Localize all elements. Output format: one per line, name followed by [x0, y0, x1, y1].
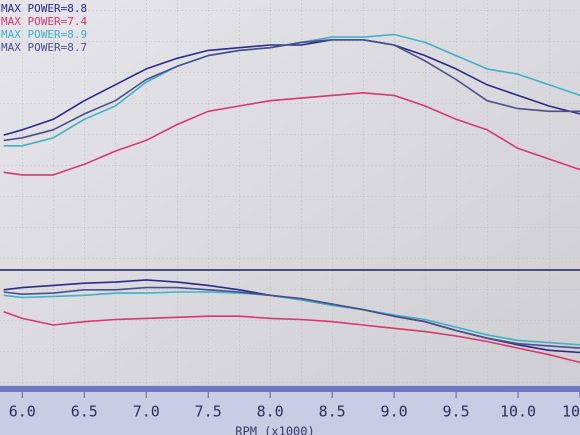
axis-stripe	[0, 386, 580, 392]
x-tick-label: 7.5	[195, 403, 222, 421]
series-line	[3, 39, 580, 142]
x-tick-label: 9.0	[381, 403, 408, 421]
legend-entry: MAX POWER=8.8	[1, 2, 87, 15]
x-axis-label: RPM (x1000)	[235, 425, 314, 435]
legend-entry: MAX POWER=7.4	[1, 15, 87, 28]
x-tick-label: 7.0	[133, 403, 160, 421]
axis-band	[0, 385, 580, 435]
grid	[0, 0, 580, 385]
legend-entry: MAX POWER=8.9	[1, 28, 87, 41]
x-tick-label: 9.5	[443, 403, 470, 421]
x-tick-label: 8.0	[257, 403, 284, 421]
x-tick-label: 6.0	[9, 403, 36, 421]
x-tick-label: 6.5	[71, 403, 98, 421]
series-line	[3, 311, 580, 364]
series-line	[3, 286, 580, 349]
x-tick-label: 8.5	[319, 403, 346, 421]
x-tick-label: 10.5	[562, 403, 580, 421]
x-tick-label: 10.0	[500, 403, 536, 421]
legend-entry: MAX POWER=8.7	[1, 41, 87, 54]
series-line	[3, 92, 580, 176]
